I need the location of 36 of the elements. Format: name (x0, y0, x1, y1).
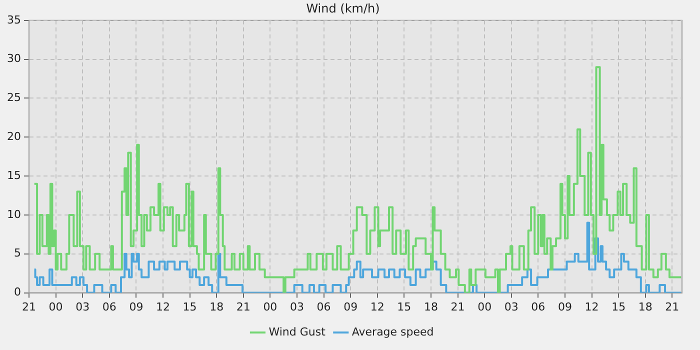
x-tick-label: 21 (22, 300, 36, 314)
x-tick-label: 06 (102, 300, 116, 314)
legend-label: Average speed (352, 325, 434, 338)
x-tick-label: 18 (424, 300, 438, 314)
x-tick-label: 15 (397, 300, 412, 314)
x-tick-label: 15 (612, 300, 626, 314)
x-tick-label: 00 (478, 300, 492, 314)
x-tick-label: 21 (665, 300, 680, 314)
y-tick-label: 0 (14, 286, 21, 299)
x-tick-label: 21 (450, 300, 465, 314)
y-tick-label: 10 (6, 208, 21, 221)
y-tick-label: 20 (6, 130, 21, 143)
x-tick-label: 18 (638, 300, 652, 314)
x-tick-label: 09 (558, 300, 572, 314)
x-tick-label: 21 (236, 300, 250, 314)
x-tick-label: 18 (210, 300, 224, 314)
x-tick-label: 09 (129, 300, 144, 314)
y-tick-label: 30 (6, 52, 21, 66)
x-tick-label: 00 (263, 300, 278, 314)
x-tick-label: 00 (48, 300, 63, 314)
x-tick-label: 03 (76, 300, 90, 314)
y-tick-label: 5 (14, 246, 21, 260)
x-tick-label: 12 (584, 300, 599, 314)
x-tick-label: 03 (504, 300, 518, 314)
x-tick-label: 03 (290, 300, 304, 314)
legend-label: Wind Gust (268, 325, 326, 338)
x-tick-label: 06 (316, 300, 331, 314)
x-tick-label: 12 (370, 300, 384, 314)
x-tick-label: 12 (156, 300, 170, 314)
x-tick-label: 09 (344, 300, 358, 314)
y-tick-label: 35 (6, 13, 21, 26)
x-tick-label: 06 (531, 300, 546, 314)
y-tick-label: 15 (6, 168, 21, 182)
y-tick-label: 25 (6, 91, 21, 104)
x-tick-label: 15 (182, 300, 197, 314)
chart-title: Wind (km/h) (306, 1, 380, 16)
